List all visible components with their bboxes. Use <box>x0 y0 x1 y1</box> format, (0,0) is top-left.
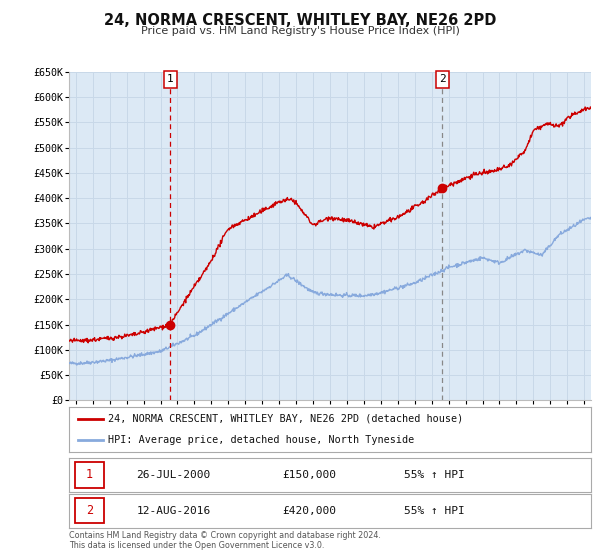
Text: 1: 1 <box>86 468 93 482</box>
Text: 2: 2 <box>439 74 446 85</box>
Text: HPI: Average price, detached house, North Tyneside: HPI: Average price, detached house, Nort… <box>108 435 415 445</box>
Text: Contains HM Land Registry data © Crown copyright and database right 2024.
This d: Contains HM Land Registry data © Crown c… <box>69 530 381 550</box>
Text: 1: 1 <box>167 74 173 85</box>
Text: 24, NORMA CRESCENT, WHITLEY BAY, NE26 2PD: 24, NORMA CRESCENT, WHITLEY BAY, NE26 2P… <box>104 13 496 29</box>
Text: 12-AUG-2016: 12-AUG-2016 <box>136 506 211 516</box>
Text: Price paid vs. HM Land Registry's House Price Index (HPI): Price paid vs. HM Land Registry's House … <box>140 26 460 36</box>
Text: 55% ↑ HPI: 55% ↑ HPI <box>404 506 465 516</box>
Text: 24, NORMA CRESCENT, WHITLEY BAY, NE26 2PD (detached house): 24, NORMA CRESCENT, WHITLEY BAY, NE26 2P… <box>108 414 463 424</box>
Text: 26-JUL-2000: 26-JUL-2000 <box>136 470 211 480</box>
Text: 2: 2 <box>86 504 93 517</box>
Text: £420,000: £420,000 <box>282 506 336 516</box>
Text: 55% ↑ HPI: 55% ↑ HPI <box>404 470 465 480</box>
FancyBboxPatch shape <box>75 462 104 488</box>
FancyBboxPatch shape <box>75 498 104 524</box>
Text: £150,000: £150,000 <box>282 470 336 480</box>
